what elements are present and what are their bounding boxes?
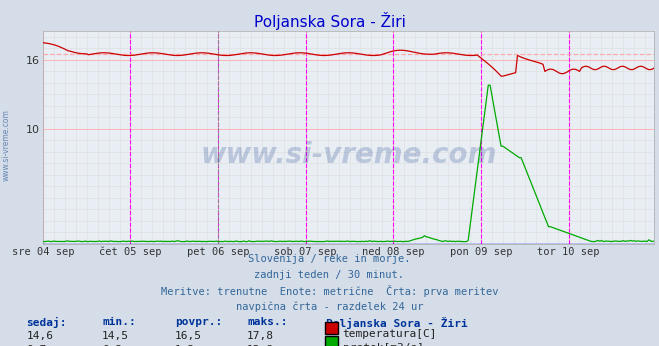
Text: 16,5: 16,5: [175, 331, 202, 341]
Text: povpr.:: povpr.:: [175, 317, 222, 327]
Text: temperatura[C]: temperatura[C]: [343, 329, 437, 339]
Text: 14,5: 14,5: [102, 331, 129, 341]
Text: Meritve: trenutne  Enote: metrične  Črta: prva meritev: Meritve: trenutne Enote: metrične Črta: …: [161, 285, 498, 298]
Text: 0,2: 0,2: [102, 345, 123, 346]
Text: Poljanska Sora - Žiri: Poljanska Sora - Žiri: [254, 12, 405, 30]
Text: Slovenija / reke in morje.: Slovenija / reke in morje.: [248, 254, 411, 264]
Text: www.si-vreme.com: www.si-vreme.com: [200, 140, 497, 169]
Text: min.:: min.:: [102, 317, 136, 327]
Text: zadnji teden / 30 minut.: zadnji teden / 30 minut.: [254, 270, 405, 280]
Text: 1,2: 1,2: [175, 345, 195, 346]
Text: 13,8: 13,8: [247, 345, 274, 346]
Text: 17,8: 17,8: [247, 331, 274, 341]
Text: sedaj:: sedaj:: [26, 317, 67, 328]
Text: navpična črta - razdelek 24 ur: navpična črta - razdelek 24 ur: [236, 301, 423, 311]
Text: maks.:: maks.:: [247, 317, 287, 327]
Text: www.si-vreme.com: www.si-vreme.com: [2, 109, 11, 181]
Text: Poljanska Sora - Žiri: Poljanska Sora - Žiri: [326, 317, 468, 329]
Text: 14,6: 14,6: [26, 331, 53, 341]
Text: 0,7: 0,7: [26, 345, 47, 346]
Text: pretok[m3/s]: pretok[m3/s]: [343, 343, 424, 346]
